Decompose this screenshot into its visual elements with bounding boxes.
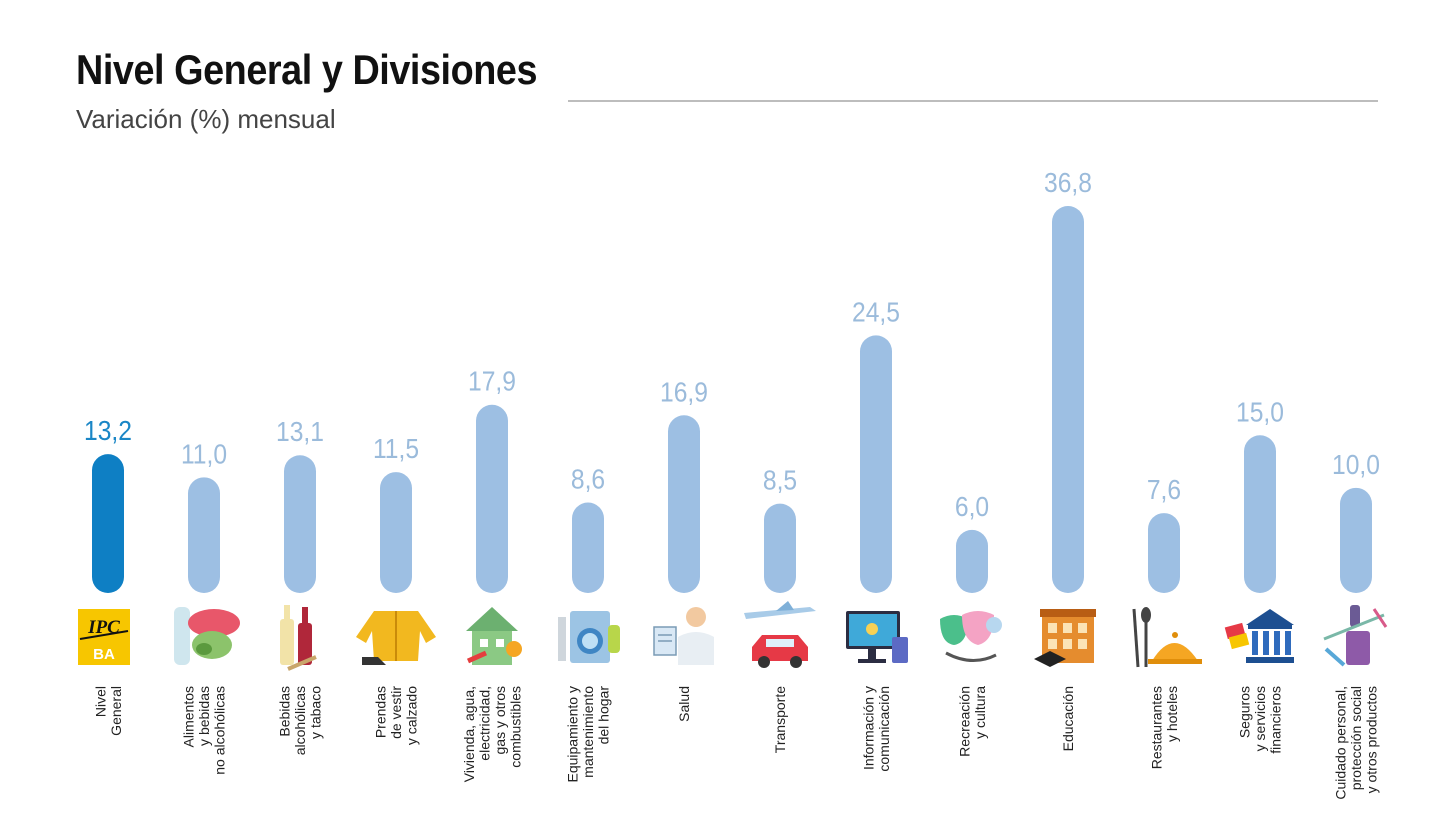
bar: [956, 529, 988, 593]
bar: [476, 404, 508, 593]
bar: [284, 455, 316, 593]
food-icon: [174, 607, 240, 665]
chart-title: Nivel General y Divisiones: [76, 46, 538, 93]
category-label: Vivienda, agua,electricidad,gas y otrosc…: [461, 686, 524, 782]
bar: [668, 415, 700, 593]
value-label: 8,6: [571, 463, 605, 495]
washing-machine-icon: [558, 611, 620, 663]
bar: [380, 472, 412, 593]
value-label: 15,0: [1236, 396, 1284, 428]
bar: [92, 454, 124, 593]
bar: [764, 503, 796, 593]
value-label: 10,0: [1332, 448, 1380, 480]
theater-masks-icon: [940, 611, 1002, 662]
category-label: Cuidado personal,protección socialy otro…: [1333, 686, 1380, 800]
house-icon: [466, 607, 522, 665]
value-label: 24,5: [852, 296, 900, 328]
cutlery-cloche-icon: [1132, 607, 1202, 668]
bank-icon: [1224, 609, 1294, 663]
value-label: 6,0: [955, 490, 989, 522]
category-label: Información ycomunicación: [860, 686, 892, 772]
bar: [1340, 487, 1372, 593]
title-divider: [568, 100, 1378, 102]
category-label: Educación: [1060, 686, 1076, 751]
school-building-icon: [1034, 609, 1096, 667]
bar: [1148, 513, 1180, 593]
chart-subtitle: Variación (%) mensual: [76, 104, 336, 134]
jacket-shoe-icon: [356, 611, 436, 665]
category-label: Segurosy serviciosfinancieros: [1237, 686, 1284, 754]
bar: [860, 335, 892, 593]
svg-text:BA: BA: [93, 646, 115, 663]
doctor-icon: [653, 607, 714, 665]
bar: [188, 477, 220, 593]
value-label: 7,6: [1147, 474, 1181, 506]
value-label: 11,0: [181, 438, 227, 470]
category-label: NivelGeneral: [92, 686, 124, 736]
personal-care-icon: [1323, 605, 1388, 667]
category-label: Alimentosy bebidasno alcohólicas: [181, 686, 228, 775]
wine-bottles-icon: [280, 605, 317, 671]
category-label: Equipamiento ymantenimientodel hogar: [565, 686, 612, 783]
value-label: 13,2: [84, 415, 132, 447]
bar: [572, 502, 604, 593]
value-label: 13,1: [276, 416, 324, 448]
value-label: 16,9: [660, 376, 708, 408]
plane-car-icon: [744, 601, 816, 668]
bar: [1052, 206, 1084, 593]
category-label: Transporte: [772, 686, 788, 753]
value-label: 8,5: [763, 464, 797, 496]
value-label: 17,9: [468, 365, 516, 397]
value-label: 11,5: [373, 433, 419, 465]
category-label: Prendasde vestiry calzado: [373, 686, 420, 745]
computer-icon: [846, 611, 908, 663]
value-label: 36,8: [1044, 167, 1092, 199]
bar: [1244, 435, 1276, 593]
category-label: Restaurantesy hoteles: [1148, 686, 1180, 769]
category-label: Bebidasalcohólicasy tabaco: [277, 686, 324, 755]
category-label: Salud: [676, 686, 692, 722]
category-label: Recreacióny cultura: [956, 686, 988, 757]
